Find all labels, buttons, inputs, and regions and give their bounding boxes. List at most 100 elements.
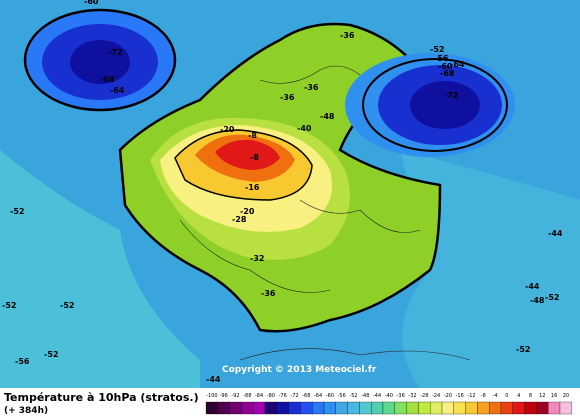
contour-label: -64	[110, 86, 125, 95]
colorbar-swatch	[406, 401, 419, 415]
colorbar-label: -8	[481, 393, 486, 399]
contour-label: -20	[220, 125, 235, 134]
contour-label: -28	[232, 215, 247, 224]
contour-label: -52	[44, 350, 58, 359]
contour-label: -52	[516, 345, 530, 354]
colorbar-swatch	[524, 401, 537, 415]
contour-label: -44	[525, 282, 540, 291]
contour-label: -56	[15, 357, 30, 366]
contour-label: -64	[450, 60, 465, 69]
colorbar-label: -12	[467, 393, 475, 399]
colorbar-swatch	[394, 401, 407, 415]
colorbar-label: -88	[243, 393, 251, 399]
contour-label: -60	[84, 0, 99, 6]
colorbar-swatch	[276, 401, 289, 415]
colorbar-swatch	[559, 401, 572, 415]
contour-label: -52	[430, 45, 444, 54]
contour-label: -72	[108, 48, 122, 57]
colorbar-label: 0	[505, 393, 508, 399]
colorbar-label: -20	[444, 393, 452, 399]
contour-label: -44	[206, 375, 221, 384]
contour-label: -36	[340, 31, 355, 40]
contour-label: -52	[60, 301, 74, 310]
colorbar-label: -36	[397, 393, 405, 399]
colorbar-label: -100	[206, 393, 217, 399]
colorbar-swatch	[430, 401, 443, 415]
contour-label: -40	[297, 124, 312, 133]
contour-label: -36	[261, 289, 276, 298]
colorbar-label: 16	[551, 393, 557, 399]
colorbar-label: -96	[220, 393, 228, 399]
colorbar-label: -72	[290, 393, 298, 399]
colorbar-swatch	[241, 401, 254, 415]
colorbar-label: -28	[420, 393, 428, 399]
contour-label: -72	[444, 91, 458, 100]
contour-label: -56	[434, 54, 449, 63]
colorbar-label: -84	[255, 393, 263, 399]
colorbar-swatch	[441, 401, 454, 415]
colorbar-label: -16	[456, 393, 464, 399]
colorbar-swatch	[548, 401, 561, 415]
colorbar-swatch	[217, 401, 230, 415]
contour-label: -20	[240, 207, 255, 216]
contour-label: -52	[545, 293, 559, 302]
colorbar-swatch	[205, 401, 218, 415]
colorbar-label: -40	[385, 393, 393, 399]
colorbar-label: 4	[517, 393, 520, 399]
colorbar-swatch	[500, 401, 513, 415]
colorbar-swatch	[335, 401, 348, 415]
subtitle: (+ 384h)	[4, 406, 48, 416]
colorbar-label: -52	[349, 393, 357, 399]
colorbar-label: -32	[408, 393, 416, 399]
colorbar-swatch	[453, 401, 466, 415]
contour-label: -48	[320, 112, 335, 121]
colorbar-swatch	[253, 401, 266, 415]
colorbar-label: -48	[361, 393, 369, 399]
colorbar-swatch	[512, 401, 525, 415]
colorbar-label: 20	[563, 393, 569, 399]
colorbar-swatch	[229, 401, 242, 415]
contour-label: -8	[248, 131, 257, 140]
contour-label: -68	[440, 69, 455, 78]
colorbar-label: -44	[373, 393, 381, 399]
colorbar-swatch	[359, 401, 372, 415]
contour-labels: -60 -72 -68 -64 -36 -52 -56 -60 -64 -68 …	[2, 0, 563, 384]
title: Température à 10hPa (stratos.)	[4, 391, 199, 404]
colorbar-swatch	[371, 401, 384, 415]
colorbar-label: -92	[231, 393, 239, 399]
colorbar-label: 12	[539, 393, 545, 399]
contour-label: -8	[250, 153, 259, 162]
contour-label: -16	[245, 183, 260, 192]
colorbar-swatch	[418, 401, 431, 415]
colorbar-swatch	[382, 401, 395, 415]
colorbar-swatch	[477, 401, 490, 415]
contour-label: -60	[438, 62, 453, 71]
contour-label: -52	[2, 301, 16, 310]
colorbar-label: -64	[314, 393, 322, 399]
colorbar-swatch	[347, 401, 360, 415]
colorbar-label: -56	[338, 393, 346, 399]
colorbar-swatch	[300, 401, 313, 415]
colorbar-label: -60	[326, 393, 334, 399]
colorbar-swatch	[536, 401, 549, 415]
colorbar-swatch	[312, 401, 325, 415]
contour-label: -48	[530, 296, 545, 305]
colorbar-label: -68	[302, 393, 310, 399]
colorbar: -100 -96 -92 -88 -84 -80 -76 -72 -68 -64 -60 -56 -52…	[205, 393, 572, 415]
contour-label: -52	[10, 207, 24, 216]
colorbar-label: 8	[529, 393, 532, 399]
contour-label: -32	[250, 254, 264, 263]
map-field	[0, 0, 580, 388]
contour-label: -36	[304, 83, 319, 92]
colorbar-swatch	[288, 401, 301, 415]
colorbar-swatch	[465, 401, 478, 415]
contour-label: -44	[548, 229, 563, 238]
copyright: Copyright © 2013 Meteociel.fr	[222, 365, 377, 375]
contour-label: -68	[100, 75, 115, 84]
colorbar-swatch	[264, 401, 277, 415]
colorbar-label: -4	[493, 393, 498, 399]
colorbar-label: -80	[267, 393, 275, 399]
colorbar-swatch	[489, 401, 502, 415]
contour-label: -36	[280, 93, 295, 102]
